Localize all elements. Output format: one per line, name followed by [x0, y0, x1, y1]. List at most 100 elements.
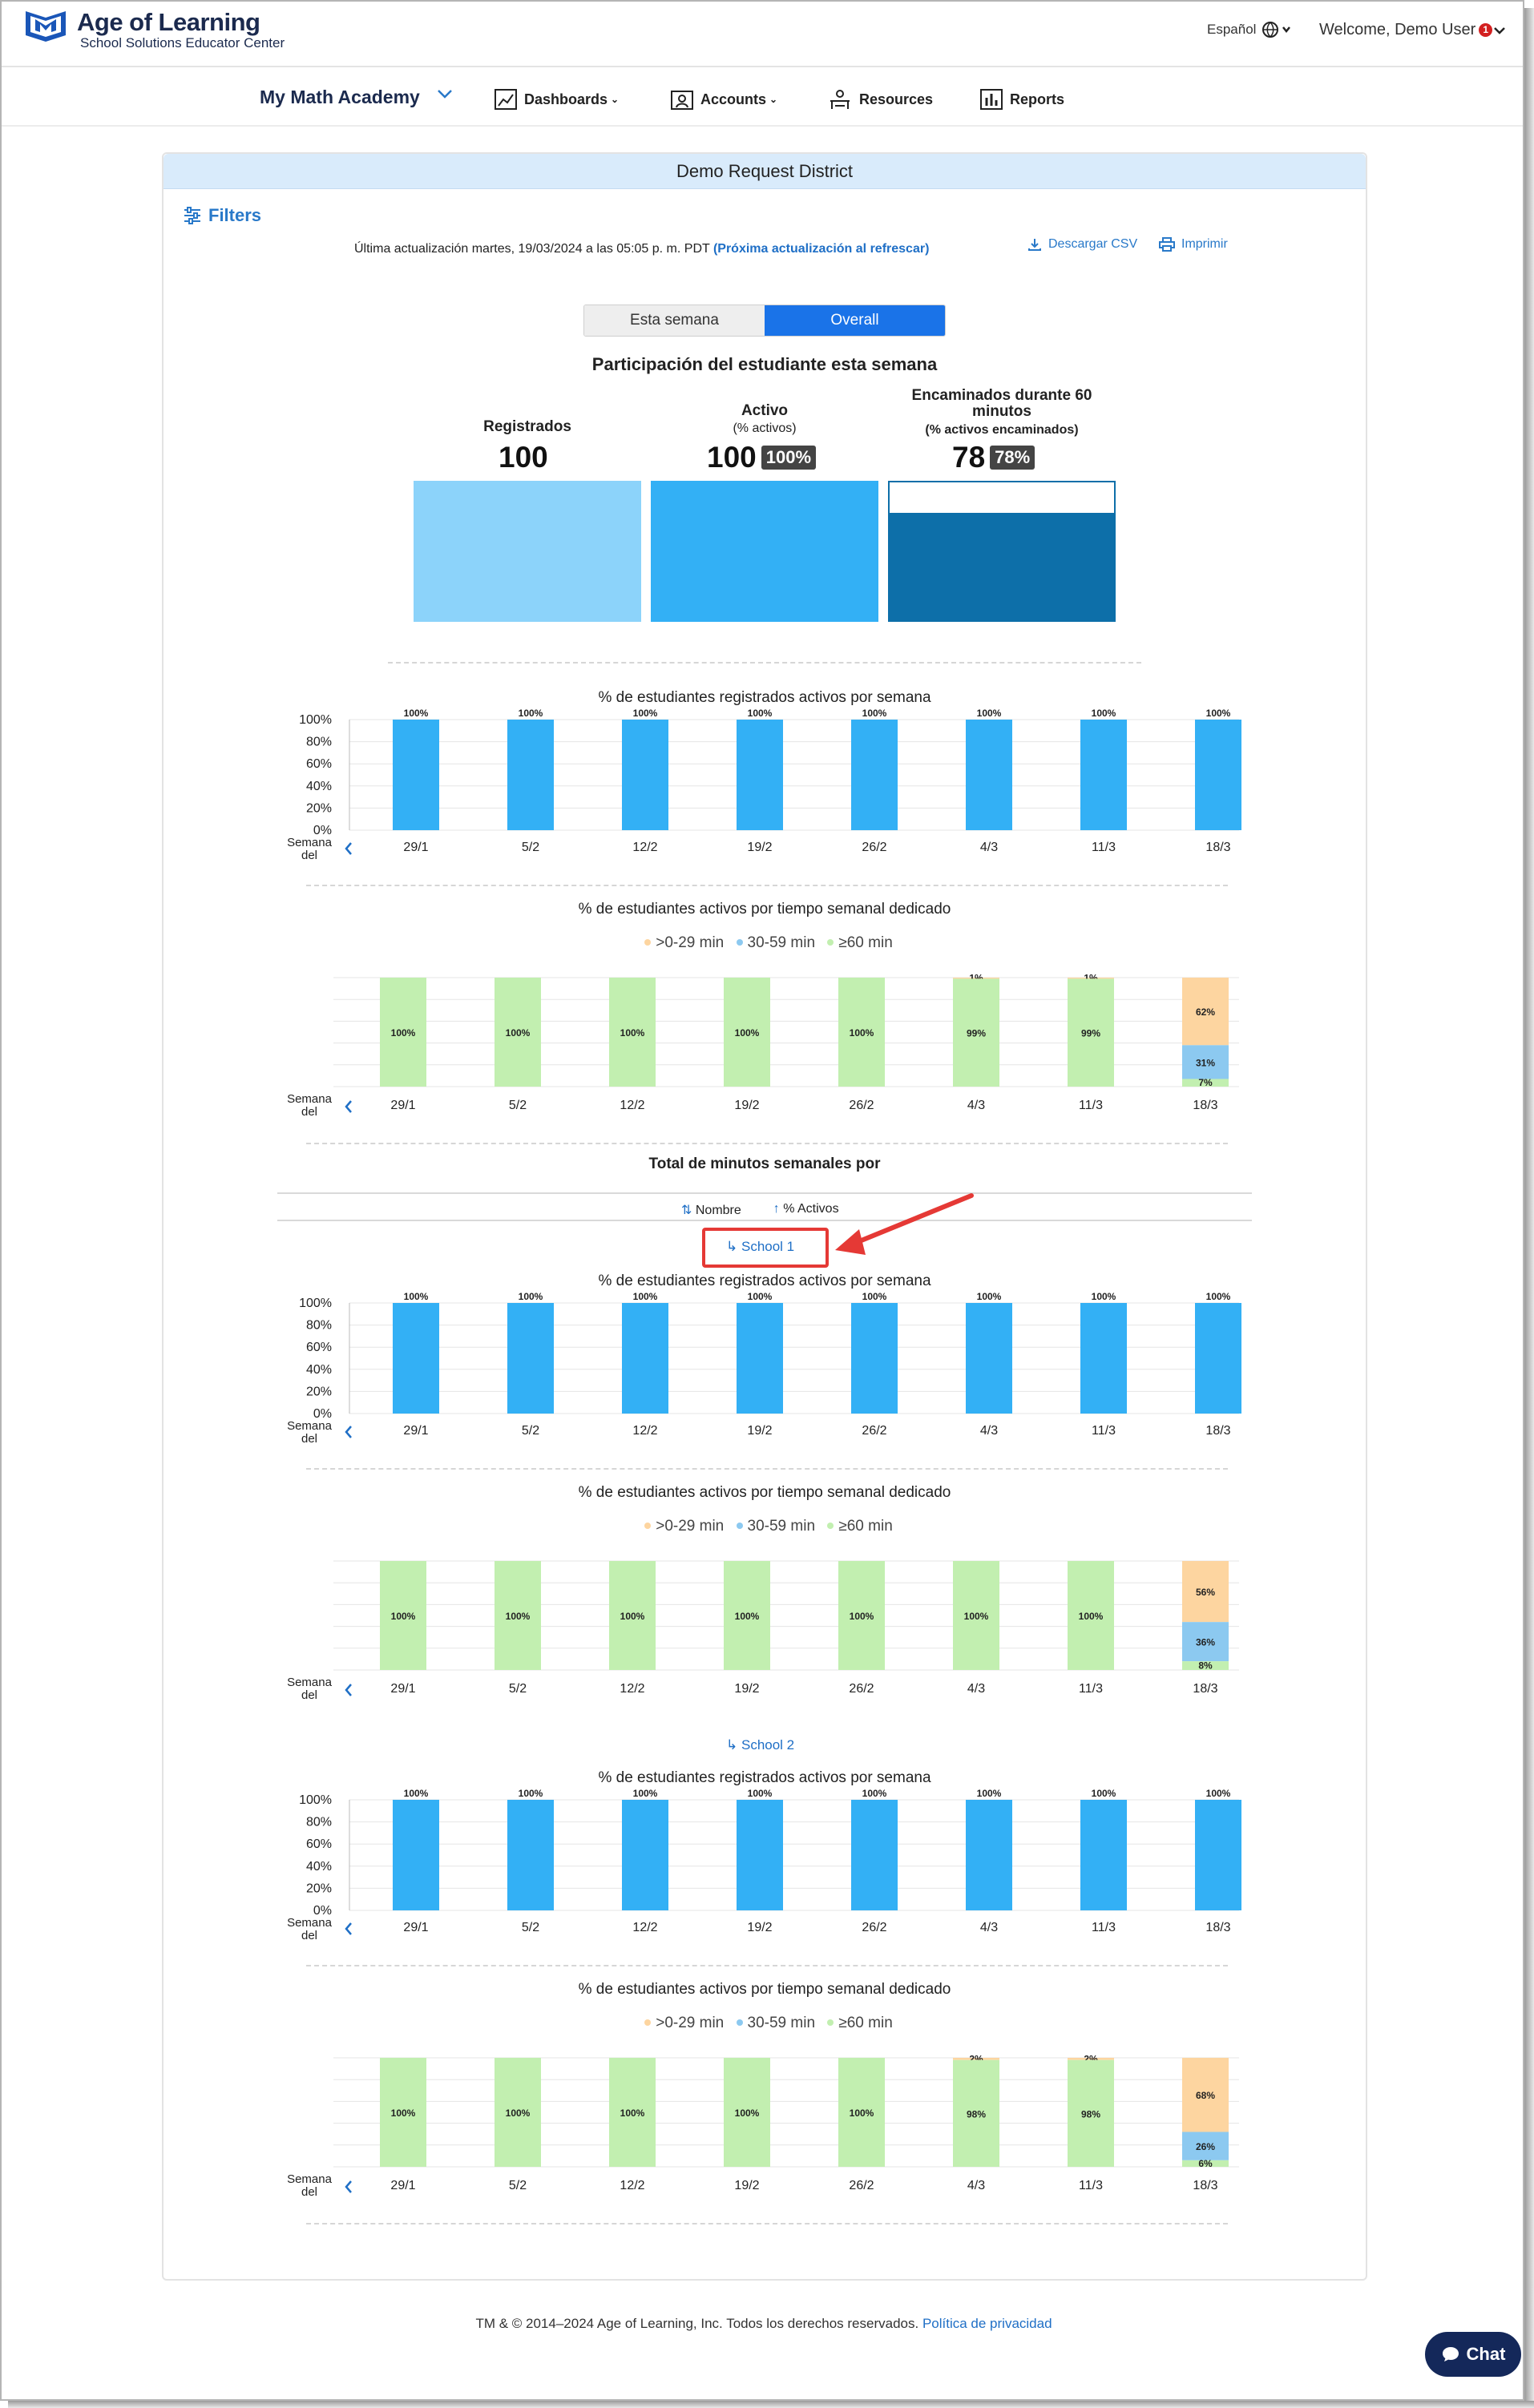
bar-segment — [1182, 2058, 1229, 2132]
x-tick-label: 4/3 — [967, 1682, 985, 1696]
bar-segment — [838, 1561, 885, 1670]
y-tick-label: 80% — [306, 1319, 332, 1333]
nav-accounts[interactable]: Accounts ⌄ — [670, 88, 777, 111]
bar-segment — [609, 2058, 656, 2167]
download-csv-button[interactable]: Descargar CSV — [1027, 237, 1137, 252]
nav-label: Accounts — [700, 91, 767, 107]
legend-item: ≥60 min — [838, 1518, 893, 1535]
print-label: Imprimir — [1181, 237, 1228, 251]
logo[interactable]: Age of Learning School Solutions Educato… — [22, 8, 285, 51]
chat-button[interactable]: Chat — [1425, 2332, 1521, 2377]
data-label: 100% — [850, 1027, 874, 1039]
filters-button[interactable]: Filters — [183, 205, 261, 226]
chevron-down-icon: ⌄ — [769, 94, 778, 105]
x-tick-label: 18/3 — [1205, 841, 1230, 854]
toggle-this-week[interactable]: Esta semana — [584, 305, 765, 336]
registered-value: 100 — [499, 441, 548, 474]
refresh-link[interactable]: (Próxima actualización al refrescar) — [713, 242, 930, 256]
download-icon — [1028, 239, 1041, 251]
district-time-chart: 100% 100% 100% 100% 100% 1% 99% 1% 99% 62% 31% 7% Se… — [284, 966, 1245, 1123]
data-label: 68% — [1196, 2090, 1215, 2101]
y-tick-label: 0% — [313, 1407, 332, 1421]
registered-label: Registrados — [483, 418, 571, 435]
school-1-link[interactable]: ↳ School 1 — [726, 1239, 794, 1255]
legend-swatch — [827, 2019, 834, 2026]
y-tick-label: 20% — [306, 1385, 332, 1398]
product-switcher[interactable]: My Math Academy — [260, 87, 454, 108]
welcome-text: Welcome, Demo User — [1319, 21, 1476, 38]
week-of-label: Semana — [287, 1419, 333, 1433]
bar — [393, 720, 439, 830]
bar-segment — [1182, 1079, 1229, 1087]
chevron-down-icon — [438, 90, 453, 99]
privacy-link[interactable]: Política de privacidad — [922, 2316, 1052, 2331]
bar — [507, 1303, 554, 1414]
chat-bubble-icon — [1442, 2347, 1459, 2362]
x-tick-label: 5/2 — [509, 1099, 527, 1112]
nav-reports[interactable]: Reports — [979, 88, 1064, 111]
bar — [851, 1303, 898, 1414]
frame-shadow — [1524, 8, 1534, 2408]
data-label: 100% — [1092, 1788, 1116, 1799]
y-tick-label: 100% — [299, 1793, 332, 1807]
filters-label: Filters — [208, 205, 262, 225]
chat-label: Chat — [1466, 2344, 1506, 2364]
bar-segment — [724, 1561, 770, 1670]
nav-dashboards[interactable]: Dashboards ⌄ — [494, 88, 619, 111]
stacked-chart-svg: 100% 100% 100% 100% 100%1%99%1%99%62%31%7%Se… — [287, 973, 1239, 1119]
data-label: 100% — [391, 1611, 416, 1622]
data-label: 100% — [735, 2108, 760, 2119]
x-tick-label: 19/2 — [734, 2179, 759, 2192]
ontrack-sublabel: (% activos encaminados) — [925, 423, 1079, 437]
week-of-label: Semana — [287, 1916, 333, 1930]
bar-segment — [1068, 978, 1114, 1087]
sort-by-active[interactable]: ↑ % Activos — [773, 1202, 839, 1218]
legend-item: >0-29 min — [656, 1518, 725, 1535]
y-tick-label: 100% — [299, 713, 332, 727]
bar-segment — [1182, 1045, 1229, 1079]
x-tick-label: 19/2 — [734, 1099, 759, 1112]
data-label: 100% — [977, 1788, 1002, 1799]
bar-segment — [495, 1561, 541, 1670]
user-menu[interactable]: Welcome, Demo User 1 — [1319, 21, 1507, 39]
nav-resources[interactable]: Resources — [827, 88, 933, 111]
subdirectory-arrow-icon: ↳ — [726, 1239, 738, 1254]
toggle-overall[interactable]: Overall — [765, 305, 945, 336]
data-label: 100% — [506, 2108, 531, 2119]
x-tick-label: 11/3 — [1092, 1921, 1116, 1934]
chevron-left-icon — [345, 842, 352, 855]
legend-item: 30-59 min — [747, 934, 816, 951]
x-tick-label: 5/2 — [509, 1682, 527, 1696]
district-card: Demo Request District — [162, 152, 1367, 2281]
bar — [393, 1303, 439, 1414]
bar — [1080, 1800, 1127, 1910]
x-tick-label: 18/3 — [1205, 1424, 1230, 1438]
divider — [306, 885, 1228, 886]
bar — [966, 720, 1012, 830]
data-label: 100% — [1079, 1611, 1104, 1622]
bar-segment — [380, 2058, 426, 2167]
chart-title: % de estudiantes registrados activos por… — [598, 1769, 931, 1786]
bar-segment — [1182, 2160, 1229, 2167]
stacked-chart-svg: 100% 100% 100% 100% 100%2%98%2%98%68%26%6%Se… — [287, 2053, 1239, 2199]
sort-up-icon: ↑ — [773, 1202, 780, 1216]
language-selector[interactable]: Español — [1207, 21, 1291, 38]
bar-segment — [953, 1561, 999, 1670]
product-name: My Math Academy — [260, 87, 420, 107]
sort-by-name[interactable]: ⇅ Nombre — [681, 1202, 741, 1218]
data-label: 100% — [850, 1611, 874, 1622]
y-tick-label: 20% — [306, 801, 332, 815]
chevron-left-icon — [345, 1684, 352, 1696]
print-button[interactable]: Imprimir — [1159, 237, 1228, 252]
main-nav: My Math Academy Dashboards ⌄ Accounts ⌄ … — [2, 69, 1523, 127]
data-label: 100% — [391, 1027, 416, 1039]
chevron-down-icon — [1494, 26, 1506, 34]
printer-icon — [1159, 237, 1175, 252]
last-updated: Última actualización martes, 19/03/2024 … — [354, 242, 929, 256]
data-label: 100% — [735, 1027, 760, 1039]
bar-segment — [1182, 2132, 1229, 2160]
data-label: 100% — [850, 2108, 874, 2119]
bar-segment — [1068, 2058, 1114, 2060]
school-2-link[interactable]: ↳ School 2 — [726, 1737, 794, 1753]
